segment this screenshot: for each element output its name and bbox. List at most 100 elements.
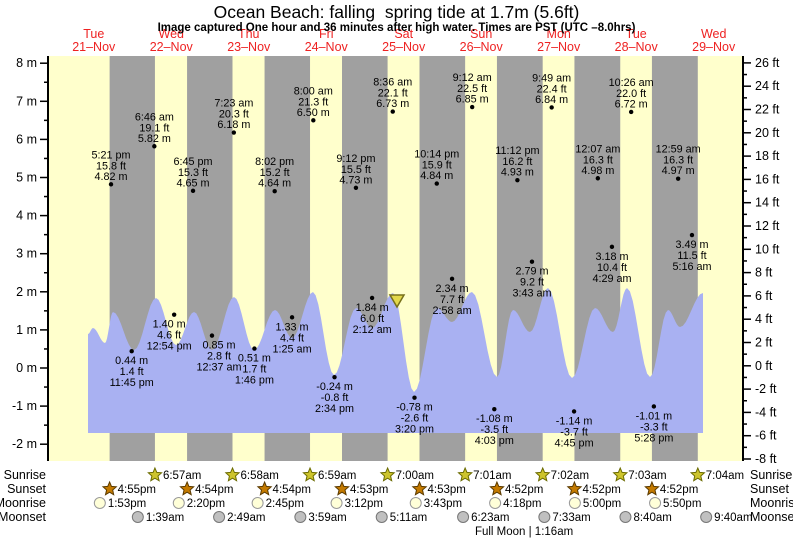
tide-dot xyxy=(152,144,157,149)
tide-annotation-line: 0.44 m xyxy=(115,355,148,367)
right-axis-label: 22 ft xyxy=(755,103,780,117)
capture-time-marker xyxy=(388,294,406,309)
sunrise-star-icon xyxy=(534,466,551,482)
tide-annotation-line: 22.5 ft xyxy=(457,83,487,95)
sunrise-star-icon xyxy=(612,466,629,482)
day-date-label: 26–Nov xyxy=(460,40,504,54)
tide-annotation-line: 6.0 ft xyxy=(360,313,384,325)
tide-annotation-line: -3.3 ft xyxy=(640,421,668,433)
tide-dot xyxy=(571,409,577,414)
high-tide-annotation xyxy=(549,105,554,110)
tide-annotation-line: -2.6 ft xyxy=(401,413,429,425)
moonset-circle-icon xyxy=(375,511,388,523)
page-subtitle: Image captured One hour and 36 minutes a… xyxy=(157,22,636,34)
low-tide-annotation xyxy=(449,276,455,282)
sunrise-time-label: 6:59am xyxy=(318,470,356,482)
day-date-label: 29–Nov xyxy=(692,40,736,54)
sunset-star-icon xyxy=(334,480,350,496)
high-tide-annotation xyxy=(353,185,359,190)
tide-dot xyxy=(289,315,295,320)
moonrise-time-label: 3:12pm xyxy=(345,498,383,510)
tide-annotation-line: 12:07 am xyxy=(575,143,620,155)
high-tide-annotation xyxy=(628,109,634,115)
tide-dot xyxy=(675,176,681,181)
sunrise-time-label: 7:01am xyxy=(473,470,511,482)
tide-annotation-line: 4.84 m xyxy=(420,170,453,182)
moonset-time-label: 7:33am xyxy=(552,512,590,524)
tide-annotation-line: -1.08 m xyxy=(476,413,513,425)
low-tide-annotation xyxy=(369,295,375,301)
left-axis-label: 0 m xyxy=(16,361,37,375)
tide-annotation-line: 16.3 ft xyxy=(663,155,693,167)
tide-annotation-line: 4.64 m xyxy=(258,178,291,190)
moonrise-time-label: 4:18pm xyxy=(503,498,541,510)
tide-annotation-line: 12:59 am xyxy=(656,144,701,156)
tide-annotation-line: 1.4 ft xyxy=(120,366,144,378)
tide-annotation-line: 12:37 am xyxy=(196,362,241,374)
sunrise-star-icon xyxy=(224,466,241,482)
low-tide-annotation xyxy=(529,259,535,264)
right-axis-label: 12 ft xyxy=(755,219,780,233)
tide-annotation-line: 6:45 pm xyxy=(174,156,213,168)
moonrise-circle-icon xyxy=(568,497,581,509)
low-tide-annotation xyxy=(609,244,615,250)
tide-annotation-line: -1.14 m xyxy=(556,415,593,427)
sunset-time-label: 4:53pm xyxy=(350,484,388,496)
tide-annotation-line: 4.4 ft xyxy=(280,332,304,344)
moonrise-time-label: 5:50pm xyxy=(663,498,701,510)
right-axis-label: -4 ft xyxy=(755,405,777,419)
tide-annotation-line: -0.8 ft xyxy=(321,392,349,404)
tide-dot xyxy=(412,395,417,400)
tide-dot xyxy=(171,312,177,317)
tide-annotation-line: 1:46 pm xyxy=(235,375,274,387)
moonset-time-label: 8:40am xyxy=(633,512,671,524)
tide-annotation-line: 2.8 ft xyxy=(207,351,231,363)
sunset-star-icon xyxy=(489,480,505,496)
moonrise-circle-icon xyxy=(172,497,185,509)
tide-annotation-line: 5.82 m xyxy=(138,133,171,145)
day-name-label: Mon xyxy=(547,27,571,41)
left-axis-label: -1 m xyxy=(12,399,37,413)
tide-annotation-line: 4.6 ft xyxy=(157,330,181,342)
row-label-moonset-left: Moonset xyxy=(0,510,47,524)
moonrise-circle-icon xyxy=(93,497,106,509)
high-tide-annotation xyxy=(675,176,681,181)
tide-annotation-line: 15.2 ft xyxy=(260,167,290,179)
low-tide-annotation xyxy=(332,374,337,380)
sunset-star-icon xyxy=(256,480,273,496)
tide-annotation-line: 2:34 pm xyxy=(315,403,354,415)
tide-annotation-line: 11.5 ft xyxy=(677,250,706,262)
sunrise-time-label: 7:02am xyxy=(551,470,589,482)
tide-annotation-line: 22.1 ft xyxy=(378,88,408,100)
tide-dot xyxy=(434,181,439,186)
tide-annotation-line: 10:26 am xyxy=(609,77,654,89)
sunset-time-label: 4:54pm xyxy=(273,484,311,496)
moonrise-circle-icon xyxy=(251,497,264,509)
tide-annotation-line: -1.01 m xyxy=(636,410,673,422)
tide-annotation-line: 11:12 pm xyxy=(495,145,539,157)
moonset-circle-icon xyxy=(213,511,226,523)
right-axis-label: 2 ft xyxy=(755,336,773,350)
tide-dot xyxy=(353,185,359,190)
high-tide-annotation xyxy=(231,130,237,135)
sunrise-star-icon xyxy=(302,466,318,482)
sunset-time-label: 4:55pm xyxy=(118,484,156,496)
tide-annotation-line: 19.1 ft xyxy=(139,122,169,134)
sunset-time-label: 4:53pm xyxy=(428,484,466,496)
tide-annotation-line: 7:23 am xyxy=(214,98,253,110)
tide-dot xyxy=(628,109,634,115)
sunset-star-icon xyxy=(644,480,660,496)
day-name-label: Wed xyxy=(701,27,727,41)
day-name-label: Tue xyxy=(83,27,104,41)
moonrise-time-label: 2:20pm xyxy=(187,498,225,510)
tide-annotation-line: 4:03 pm xyxy=(475,435,514,447)
right-axis-label: 14 ft xyxy=(755,196,780,210)
right-axis-label: 20 ft xyxy=(755,126,780,140)
moonset-time-label: 5:11am xyxy=(390,512,428,524)
moonrise-time-label: 3:43pm xyxy=(424,498,462,510)
sunrise-star-icon xyxy=(147,466,163,482)
low-tide-annotation xyxy=(209,333,215,338)
day-date-label: 27–Nov xyxy=(537,40,581,54)
tide-dot xyxy=(231,130,237,135)
